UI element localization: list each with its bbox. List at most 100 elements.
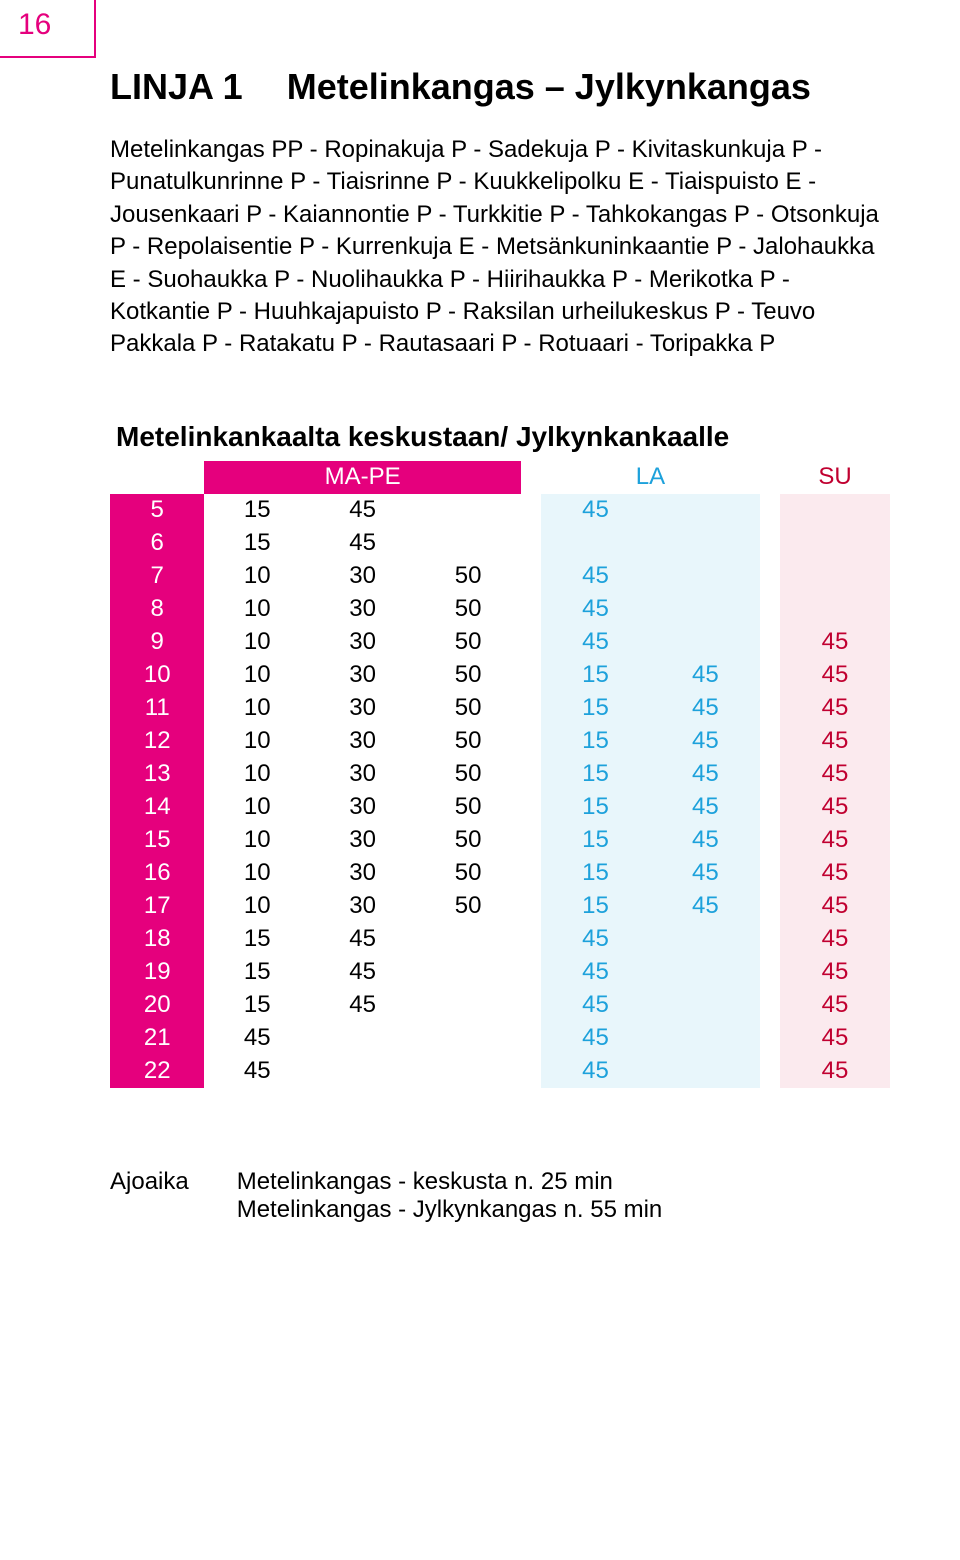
la-minute: 45 bbox=[650, 692, 760, 725]
mape-minute: 50 bbox=[415, 593, 520, 626]
la-minute: 45 bbox=[650, 758, 760, 791]
la-minute: . bbox=[650, 956, 760, 989]
la-minute: 15 bbox=[541, 659, 651, 692]
mape-minute bbox=[415, 923, 520, 956]
travel-time-label: Ajoaika bbox=[110, 1168, 189, 1224]
table-row: 17103050154545 bbox=[110, 890, 890, 923]
la-minute: . bbox=[650, 494, 760, 527]
table-row: 18154545.45 bbox=[110, 923, 890, 956]
table-row: 7103050 45.. bbox=[110, 560, 890, 593]
la-minute: . bbox=[650, 989, 760, 1022]
su-minute: 45 bbox=[780, 659, 890, 692]
la-minute: 45 bbox=[650, 791, 760, 824]
table-row: 214545.45 bbox=[110, 1022, 890, 1055]
hour-cell: 18 bbox=[110, 923, 204, 956]
hour-cell: 15 bbox=[110, 824, 204, 857]
travel-time-line: Metelinkangas - Jylkynkangas n. 55 min bbox=[237, 1196, 663, 1224]
mape-minute: 30 bbox=[310, 857, 415, 890]
la-minute: 45 bbox=[541, 1022, 651, 1055]
la-minute: 15 bbox=[541, 758, 651, 791]
mape-minute: 50 bbox=[415, 857, 520, 890]
la-minute: 45 bbox=[541, 923, 651, 956]
mape-minute bbox=[415, 494, 520, 527]
su-minute: 45 bbox=[780, 725, 890, 758]
mape-minute: 45 bbox=[310, 527, 415, 560]
table-row: 14103050154545 bbox=[110, 791, 890, 824]
la-minute: 45 bbox=[541, 560, 651, 593]
hour-cell: 11 bbox=[110, 692, 204, 725]
la-minute: . bbox=[650, 560, 760, 593]
timetable-body: 5154545..61545...710305045..810305045..9… bbox=[110, 494, 890, 1088]
mape-minute: 30 bbox=[310, 560, 415, 593]
mape-minute: 50 bbox=[415, 692, 520, 725]
la-minute: 45 bbox=[541, 1055, 651, 1088]
hour-cell: 7 bbox=[110, 560, 204, 593]
mape-minute: 15 bbox=[204, 956, 309, 989]
mape-minute: 10 bbox=[204, 593, 309, 626]
su-minute: . bbox=[780, 527, 890, 560]
mape-minute bbox=[415, 989, 520, 1022]
col-header-su: SU bbox=[780, 461, 890, 494]
su-minute: 45 bbox=[780, 923, 890, 956]
la-minute: 15 bbox=[541, 692, 651, 725]
la-minute: . bbox=[650, 626, 760, 659]
table-row: 15103050154545 bbox=[110, 824, 890, 857]
su-minute: 45 bbox=[780, 824, 890, 857]
mape-minute: 50 bbox=[415, 626, 520, 659]
table-row: 20154545.45 bbox=[110, 989, 890, 1022]
la-minute: 45 bbox=[541, 956, 651, 989]
mape-minute: 10 bbox=[204, 857, 309, 890]
la-minute: 45 bbox=[650, 659, 760, 692]
mape-minute: 50 bbox=[415, 560, 520, 593]
hour-cell: 14 bbox=[110, 791, 204, 824]
mape-minute: 50 bbox=[415, 725, 520, 758]
line-label: LINJA 1 bbox=[110, 66, 243, 108]
mape-minute: 30 bbox=[310, 725, 415, 758]
hour-cell: 9 bbox=[110, 626, 204, 659]
mape-minute: 30 bbox=[310, 659, 415, 692]
mape-minute: 50 bbox=[415, 824, 520, 857]
table-row: 19154545.45 bbox=[110, 956, 890, 989]
la-minute: 15 bbox=[541, 791, 651, 824]
hour-cell: 5 bbox=[110, 494, 204, 527]
la-minute: 45 bbox=[650, 824, 760, 857]
hour-cell: 8 bbox=[110, 593, 204, 626]
mape-minute: 30 bbox=[310, 626, 415, 659]
su-minute: 45 bbox=[780, 989, 890, 1022]
su-minute: 45 bbox=[780, 692, 890, 725]
la-minute: . bbox=[650, 923, 760, 956]
timetable: MA-PE LA SU 5154545..61545...710305045..… bbox=[110, 461, 890, 1088]
mape-minute: 10 bbox=[204, 626, 309, 659]
la-minute: 45 bbox=[650, 857, 760, 890]
mape-minute: 10 bbox=[204, 791, 309, 824]
table-row: 11103050154545 bbox=[110, 692, 890, 725]
su-minute: . bbox=[780, 560, 890, 593]
mape-minute: 30 bbox=[310, 692, 415, 725]
hour-cell: 22 bbox=[110, 1055, 204, 1088]
su-minute: 45 bbox=[780, 890, 890, 923]
la-minute: 15 bbox=[541, 857, 651, 890]
mape-minute: 30 bbox=[310, 791, 415, 824]
hour-cell: 10 bbox=[110, 659, 204, 692]
la-minute: 45 bbox=[541, 593, 651, 626]
travel-time: Ajoaika Metelinkangas - keskusta n. 25 m… bbox=[110, 1168, 890, 1224]
su-minute: 45 bbox=[780, 758, 890, 791]
la-minute: 45 bbox=[650, 890, 760, 923]
la-minute: 45 bbox=[541, 989, 651, 1022]
la-minute: . bbox=[650, 593, 760, 626]
la-minute: 15 bbox=[541, 824, 651, 857]
mape-minute: 10 bbox=[204, 560, 309, 593]
la-minute: 45 bbox=[650, 725, 760, 758]
mape-minute bbox=[415, 1055, 520, 1088]
mape-minute: 30 bbox=[310, 824, 415, 857]
timetable-header-row: MA-PE LA SU bbox=[110, 461, 890, 494]
route-name: Metelinkangas – Jylkynkangas bbox=[287, 66, 811, 108]
mape-minute: 10 bbox=[204, 758, 309, 791]
mape-minute: 50 bbox=[415, 890, 520, 923]
su-minute: 45 bbox=[780, 791, 890, 824]
table-row: 10103050154545 bbox=[110, 659, 890, 692]
su-minute: 45 bbox=[780, 626, 890, 659]
mape-minute: 30 bbox=[310, 593, 415, 626]
travel-time-line: Metelinkangas - keskusta n. 25 min bbox=[237, 1168, 663, 1196]
mape-minute bbox=[415, 956, 520, 989]
